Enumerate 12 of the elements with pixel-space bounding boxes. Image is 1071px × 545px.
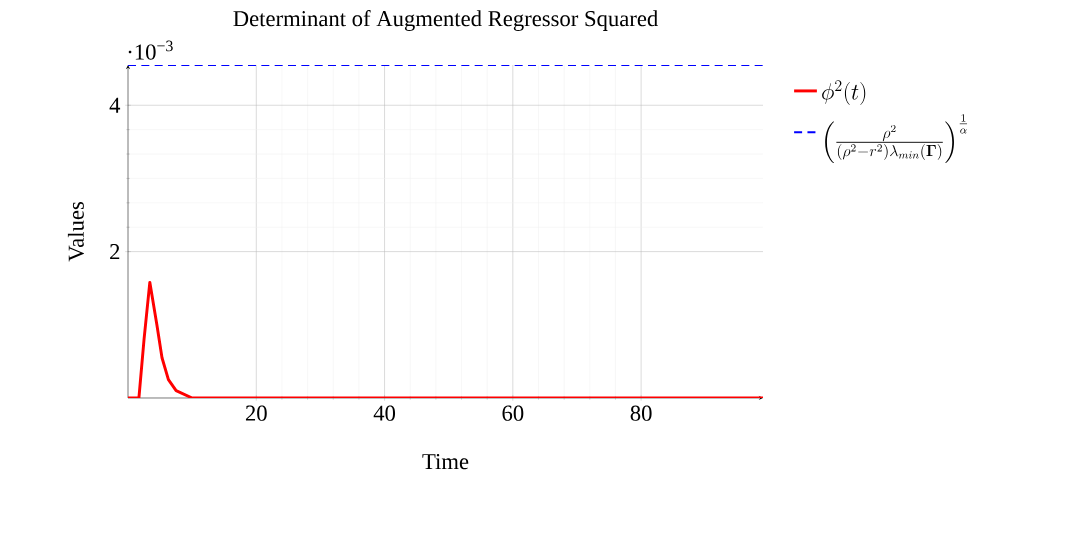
x-tick-label: 20 <box>245 405 267 421</box>
y-tick-label: 2 <box>110 244 120 260</box>
text: ·10$^{−3}$ <box>128 40 173 60</box>
x-axis-title: Time <box>422 453 469 470</box>
x-tick-label: 80 <box>630 405 652 421</box>
legend-label: $\left(\frac{\rho^2}{(\rho^2-r^2)\lambda_{min}(\mathbf{\Gamma})}\right)^{\frac{1}{\alpha}}$ <box>825 114 968 164</box>
x-tick-label: 60 <box>502 405 524 421</box>
x-tick-label: 40 <box>373 405 396 421</box>
legend-label: $\phi^2(t)$ <box>822 80 866 106</box>
y-axis-title: Values <box>67 202 84 262</box>
chart-title: Determinant of Augmented Regressor Squared <box>233 10 658 31</box>
y-tick-label: 4 <box>109 97 121 113</box>
